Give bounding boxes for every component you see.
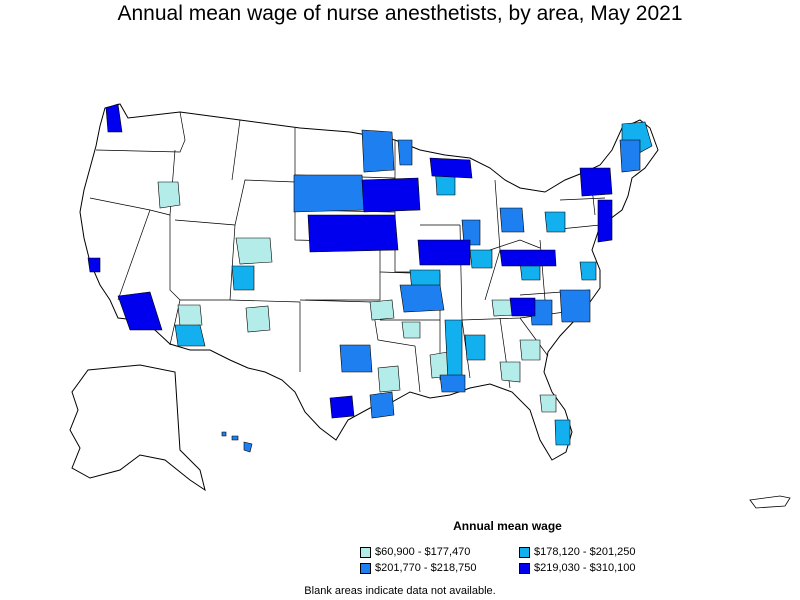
legend-item-tier3: $201,770 - $218,750 bbox=[360, 562, 477, 574]
legend-item-tier4: $219,030 - $310,100 bbox=[519, 562, 636, 574]
puerto-rico-outline bbox=[749, 495, 791, 509]
hawaii-islands bbox=[221, 431, 253, 453]
legend-title: Annual mean wage bbox=[453, 519, 562, 533]
legend-swatch-tier4 bbox=[519, 562, 530, 574]
tier1-areas bbox=[157, 181, 557, 413]
legend-item-tier2: $178,120 - $201,250 bbox=[519, 546, 636, 558]
legend-swatch-tier2 bbox=[519, 546, 530, 558]
legend-label-tier4: $219,030 - $310,100 bbox=[534, 562, 636, 574]
legend-label-tier3: $201,770 - $218,750 bbox=[375, 562, 477, 574]
legend-swatch-tier1 bbox=[360, 546, 371, 558]
tier4-areas bbox=[87, 103, 613, 419]
legend-swatch-tier3 bbox=[360, 562, 371, 574]
legend-label-tier2: $178,120 - $201,250 bbox=[534, 546, 636, 558]
legend-label-tier1: $60,900 - $177,470 bbox=[375, 546, 471, 558]
tier3-areas bbox=[293, 129, 641, 419]
alaska-outline bbox=[69, 364, 206, 492]
map-title: Annual mean wage of nurse anesthetists, … bbox=[117, 2, 683, 25]
legend-item-tier1: $60,900 - $177,470 bbox=[360, 546, 470, 558]
blank-areas-note: Blank areas indicate data not available. bbox=[304, 585, 496, 597]
